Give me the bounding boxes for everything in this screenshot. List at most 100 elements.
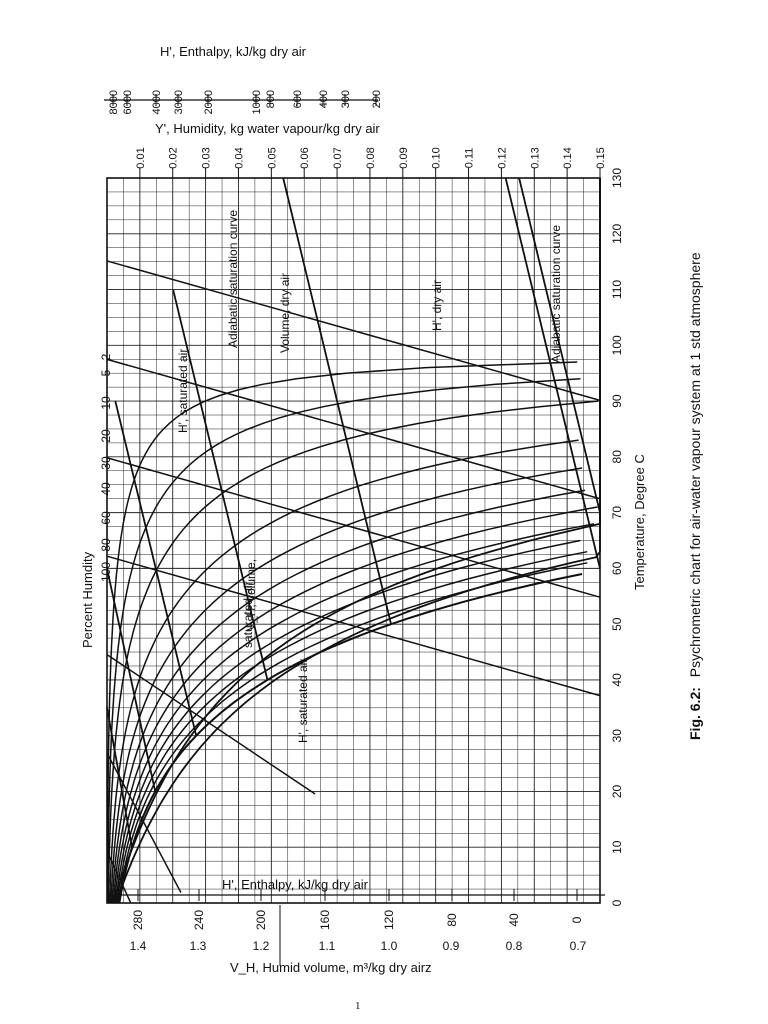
annotation-h-dry-air: H', dry air xyxy=(430,280,444,331)
humidity-axis: 0.15 0.14 0.13 0.12 0.11 0.10 0.09 0.08 0.07 0.06… xyxy=(135,147,607,178)
enthalpy-top-title: H', Enthalpy, kJ/kg dry air xyxy=(160,44,307,59)
humid-volume-tick-label: 0.7 xyxy=(570,939,587,953)
dry-volume-lines xyxy=(106,260,601,904)
percent-humidity-tick-label: 5 xyxy=(99,369,113,376)
annotation-vh-volume-2: saturated air xyxy=(241,581,255,648)
dry-volume-line-0.90 xyxy=(106,654,316,795)
enthalpy-top-tick-label: 6000 xyxy=(122,90,134,114)
humidity-tick-label: 0.07 xyxy=(332,147,344,168)
adiabatic-line-40 xyxy=(172,289,269,681)
adiabatic-line-50 xyxy=(282,177,392,625)
enthalpy-bottom-axis: 280 240 200 160 120 80 40 0 xyxy=(107,889,605,930)
annotation-vh-volume-1: V_H, volume, xyxy=(244,559,258,631)
humid-volume-tick-label: 1.1 xyxy=(319,939,336,953)
humidity-tick-label: 0.10 xyxy=(431,147,443,168)
humidity-tick-label: 0.05 xyxy=(266,147,278,168)
adiabatic-line-60 xyxy=(504,177,601,569)
dry-volume-line-0.85 xyxy=(106,752,182,893)
annotation-h-saturated-air-bottom: H', saturated air xyxy=(296,659,310,743)
percent-humidity-tick-label: 10 xyxy=(99,396,113,410)
temperature-tick-label: 20 xyxy=(610,785,624,799)
humidity-tick-label: 0.14 xyxy=(562,147,574,168)
temperature-tick-label: 50 xyxy=(610,617,624,631)
percent-humidity-tick-label: 30 xyxy=(99,456,113,470)
dry-volume-line-1.00 xyxy=(106,457,601,598)
humidity-tick-label: 0.08 xyxy=(365,147,377,168)
enthalpy-top-tick-label: 8000 xyxy=(108,90,120,114)
annotation-adiabatic-right: Adiabatic saturation curve xyxy=(549,225,563,363)
adiabatic-line-20 xyxy=(106,568,157,792)
dry-volume-line-1.05 xyxy=(106,358,601,500)
dry-volume-line-1.10 xyxy=(106,260,601,402)
enthalpy-bottom-tick-label: 160 xyxy=(318,910,332,930)
humidity-title: Y', Humidity, kg water vapour/kg dry air xyxy=(155,121,380,136)
figure-caption-text: Psychrometric chart for air-water vapour… xyxy=(687,252,703,677)
enthalpy-bottom-tick-label: 280 xyxy=(131,910,145,930)
dry-volume-line-0.95 xyxy=(106,555,601,697)
enthalpy-bottom-title: H', Enthalpy, kJ/kg dry air xyxy=(222,877,369,892)
enthalpy-top-tick-label: 4000 xyxy=(151,90,163,114)
humid-volume-tick-label: 1.2 xyxy=(253,939,270,953)
enthalpy-top-tick-label: 800 xyxy=(265,90,277,108)
temperature-tick-label: 10 xyxy=(610,840,624,854)
humidity-tick-label: 0.01 xyxy=(135,147,147,168)
enthalpy-bottom-tick-label: 0 xyxy=(570,916,584,923)
humidity-tick-label: 0.13 xyxy=(529,147,541,168)
temperature-title: Temperature, Degree C xyxy=(632,454,647,590)
percent-humidity-axis: 2 5 10 20 30 40 60 80 100 xyxy=(99,353,113,582)
enthalpy-top-tick-label: 300 xyxy=(340,90,352,108)
enthalpy-bottom-tick-label: 40 xyxy=(507,913,521,927)
adiabatic-saturation-lines xyxy=(106,177,601,848)
humidity-tick-label: 0.09 xyxy=(398,147,410,168)
figure-caption: Fig. 6.2: Psychrometric chart for air-wa… xyxy=(687,252,703,740)
percent-humidity-curve-20 xyxy=(108,439,579,904)
temperature-tick-label: 0 xyxy=(610,899,624,906)
humidity-tick-label: 0.15 xyxy=(595,147,607,168)
humidity-tick-label: 0.02 xyxy=(168,147,180,168)
percent-humidity-tick-label: 20 xyxy=(99,429,113,443)
temperature-tick-label: 40 xyxy=(610,673,624,687)
annotation-adiabatic-left: Adiabatic saturation curve xyxy=(226,210,240,348)
enthalpy-top-tick-label: 400 xyxy=(318,90,330,108)
percent-humidity-tick-label: 40 xyxy=(99,482,113,496)
annotation-h-saturated-air-top: H', saturated air xyxy=(176,349,190,433)
percent-humidity-curve-10 xyxy=(107,400,598,904)
percent-humidity-tick-label: 60 xyxy=(99,511,113,525)
percent-humidity-curve-2 xyxy=(106,361,578,904)
humid-volume-axis: 1.4 1.3 1.2 1.1 1.0 0.9 0.8 0.7 xyxy=(130,905,587,966)
humid-volume-tick-label: 1.4 xyxy=(130,939,147,953)
enthalpy-top-tick-label: 3000 xyxy=(173,90,185,114)
saturated-curve-2 xyxy=(115,178,601,904)
temperature-tick-label: 30 xyxy=(610,729,624,743)
percent-humidity-curve-80 xyxy=(116,550,588,904)
chart-plot-group: Adiabatic saturation curve Volume, dry a… xyxy=(106,177,601,904)
percent-humidity-curve-90 xyxy=(117,562,588,904)
enthalpy-top-tick-label: 1000 xyxy=(251,90,263,114)
temperature-tick-label: 90 xyxy=(610,394,624,408)
enthalpy-top-axis: 8000 6000 4000 3000 2000 1000 800 600 400 300 200 xyxy=(104,90,383,114)
temperature-tick-label: 60 xyxy=(610,561,624,575)
figure-caption-label: Fig. 6.2: xyxy=(687,687,703,740)
percent-humidity-curve-50 xyxy=(112,506,598,904)
percent-humidity-tick-label: 100 xyxy=(99,562,113,582)
percent-humidity-curve-40 xyxy=(111,489,586,904)
enthalpy-bottom-tick-label: 200 xyxy=(254,910,268,930)
humid-volume-tick-label: 1.3 xyxy=(190,939,207,953)
adiabatic-line-70 xyxy=(518,177,601,513)
percent-humidity-curve-5 xyxy=(106,378,581,904)
enthalpy-bottom-tick-label: 240 xyxy=(192,910,206,930)
temperature-tick-label: 130 xyxy=(610,168,624,188)
percent-humidity-curve-60 xyxy=(113,523,595,904)
adiabatic-line-30 xyxy=(114,400,198,736)
enthalpy-bottom-tick-label: 80 xyxy=(445,913,459,927)
temperature-tick-label: 110 xyxy=(610,280,624,299)
humidity-tick-label: 0.06 xyxy=(299,147,311,168)
temperature-tick-label: 80 xyxy=(610,450,624,464)
humid-volume-tick-label: 1.0 xyxy=(381,939,398,953)
humid-volume-tick-label: 0.8 xyxy=(506,939,523,953)
enthalpy-bottom-tick-label: 120 xyxy=(382,910,396,930)
percent-humidity-title: Percent Humdity xyxy=(80,551,95,648)
enthalpy-top-tick-label: 2000 xyxy=(203,90,215,114)
enthalpy-top-tick-label: 600 xyxy=(292,90,304,108)
